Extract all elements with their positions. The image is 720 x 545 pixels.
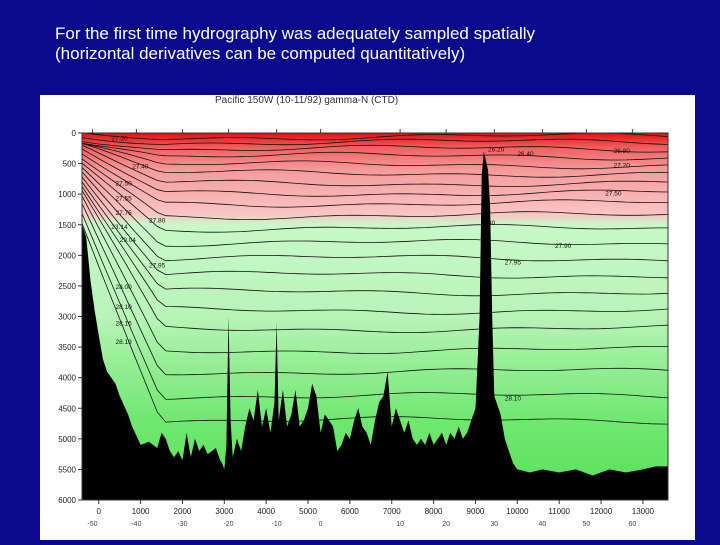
x-tick-label: 6000 [341, 507, 359, 516]
contour-line [82, 162, 668, 233]
y-tick-label: 1000 [58, 190, 76, 199]
x-tick-label: 5000 [299, 507, 317, 516]
contour-label: 30 [488, 220, 496, 227]
latitude-tick-label: -50 [87, 521, 97, 528]
contour-label: 23.14 [111, 224, 128, 231]
x-tick-label: 3000 [215, 507, 233, 516]
x-tick-label: 11000 [548, 507, 570, 516]
contour-line [82, 144, 668, 187]
distance-axis: 0 1000 2000 3000 4000 5000 6000 7000 8000 9000 100… [97, 500, 655, 516]
contour-line [82, 133, 668, 141]
latitude-tick-label: 30 [490, 521, 498, 528]
contour-label: 27.90 [555, 243, 572, 250]
slide-title-line-2: (horizontal derivatives can be computed … [55, 44, 466, 63]
y-tick-label: 2000 [58, 251, 76, 260]
y-tick-label: 500 [63, 160, 77, 169]
chart-title: Pacific 150W (10-11/92) gamma-N (CTD) [215, 95, 398, 106]
section-figure: Pacific 150W (10-11/92) gamma-N (CTD) -5… [40, 95, 695, 540]
contour-line [82, 171, 668, 262]
contour-label: 27.20 [111, 135, 128, 142]
x-tick-label: 12000 [590, 507, 613, 516]
y-tick-label: 6000 [58, 496, 76, 505]
y-tick-label: 3500 [58, 343, 76, 352]
x-tick-label: 2000 [174, 507, 192, 516]
contour-label: 28.10 [115, 304, 132, 311]
contour-line [82, 213, 668, 400]
contour-line [82, 142, 668, 178]
contour-line [82, 203, 668, 376]
latitude-tick-label: -40 [131, 521, 141, 528]
contour-label: 26.80 [614, 148, 631, 155]
contour-label: 26.40 [517, 151, 534, 158]
latitude-tick-label: -30 [177, 521, 187, 528]
contour-label: 27.95 [505, 260, 522, 267]
y-tick-label: 5000 [58, 435, 76, 444]
contour-line [82, 143, 668, 170]
plot-area: 27.20 26.20 26.40 26.80 27.20 27.50 27.40 27.50… [82, 133, 668, 500]
slide-title: For the first time hydrography was adequ… [55, 24, 675, 64]
x-tick-label: 10000 [506, 507, 529, 516]
x-tick-label: 9000 [467, 507, 485, 516]
depth-axis: 0 500 1000 1500 2000 2500 3000 3500 4000 4500 5000… [58, 129, 82, 505]
y-tick-label: 5500 [58, 465, 76, 474]
contour-line [82, 223, 668, 425]
contour-label: 27.50 [115, 181, 132, 188]
contour-line [82, 167, 668, 247]
contour-labels: 27.20 26.20 26.40 26.80 27.20 27.50 27.40 27.50… [111, 135, 630, 402]
latitude-tick-label: -20 [223, 521, 233, 528]
y-tick-label: 4500 [58, 404, 76, 413]
x-tick-label: 8000 [425, 507, 443, 516]
contour-label: 27.50 [605, 190, 622, 197]
contour-line [82, 142, 668, 161]
latitude-axis-bottom: -50 -40 -30 -20 -10 0 10 20 30 40 50 60 [87, 521, 636, 528]
contour-label: 27.80 [149, 217, 166, 224]
latitude-tick-label: 20 [442, 521, 450, 528]
contour-line [82, 148, 668, 197]
contour-label: 27.75 [115, 210, 132, 217]
contour-lines [82, 133, 668, 425]
contour-line [82, 153, 668, 208]
x-tick-label: 1000 [132, 507, 150, 516]
latitude-tick-label: 50 [582, 521, 590, 528]
contour-line [82, 141, 668, 153]
y-tick-label: 1500 [58, 221, 76, 230]
y-tick-label: 3000 [58, 313, 76, 322]
contour-label: 28.00 [115, 284, 132, 291]
latitude-tick-label: 10 [396, 521, 404, 528]
contour-label: 27.40 [132, 163, 149, 170]
y-tick-label: 4000 [58, 374, 76, 383]
contour-label: 27.20 [614, 162, 631, 169]
section-chart: Pacific 150W (10-11/92) gamma-N (CTD) -5… [58, 95, 669, 528]
latitude-tick-label: 40 [539, 521, 547, 528]
x-tick-label: 13000 [632, 507, 655, 516]
contour-line [82, 186, 668, 315]
contour-label: 26.20 [488, 146, 505, 153]
contour-label: 27.95 [149, 263, 166, 270]
contour-label: 28.16 [115, 321, 132, 328]
contour-line [82, 195, 668, 355]
contour-label: 27.55 [115, 195, 132, 202]
contour-line [82, 190, 668, 334]
contour-line [82, 158, 668, 221]
latitude-tick-label: 0 [319, 521, 323, 528]
y-tick-label: 0 [72, 129, 77, 138]
latitude-tick-label: -10 [272, 521, 282, 528]
contour-label: 29.04 [120, 237, 137, 244]
seafloor-topography [82, 151, 668, 500]
contour-line [82, 176, 668, 279]
latitude-axis-top [91, 129, 633, 133]
contour-label: 28.13 [115, 339, 132, 346]
contour-label: 28.10 [505, 395, 522, 402]
slide-title-line-1: For the first time hydrography was adequ… [55, 24, 536, 43]
x-tick-label: 0 [97, 507, 102, 516]
x-tick-label: 4000 [257, 507, 275, 516]
contour-line [82, 137, 668, 146]
x-tick-label: 7000 [383, 507, 401, 516]
contour-line [82, 181, 668, 297]
y-tick-label: 2500 [58, 282, 76, 291]
latitude-tick-label: 60 [629, 521, 637, 528]
